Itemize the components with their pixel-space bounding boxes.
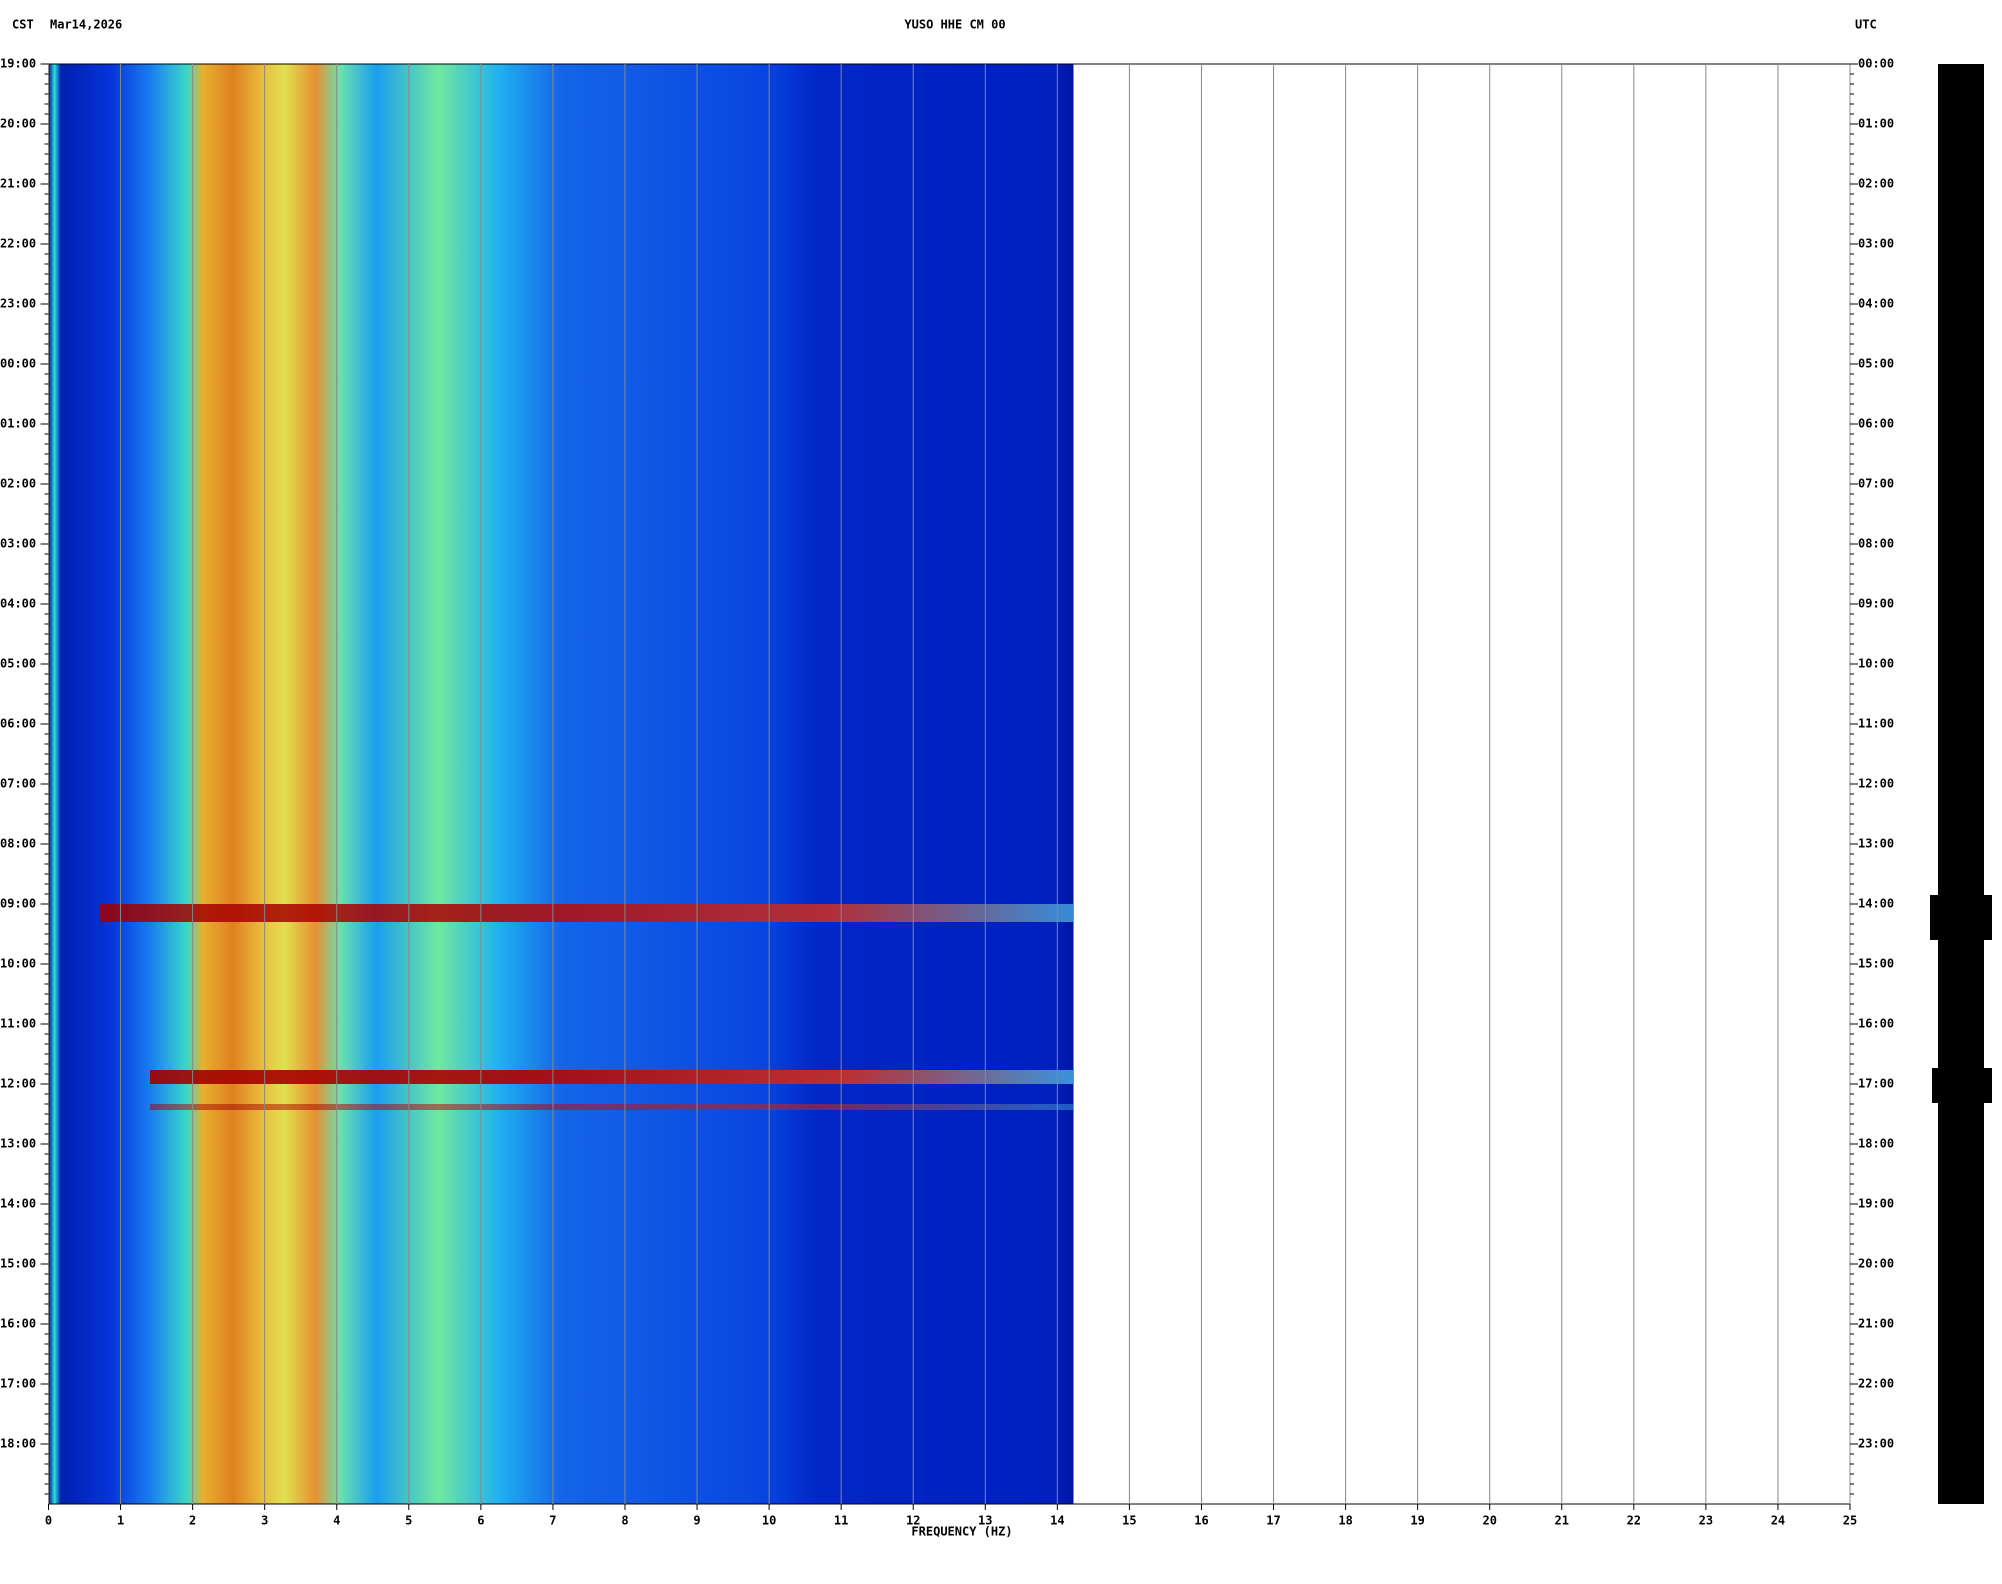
y2-tick-label: 04:00 [1858, 297, 1894, 311]
x-tick-label: 0 [45, 1514, 52, 1528]
y-tick-label: 13:00 [0, 1137, 36, 1151]
x-tick-label: 24 [1771, 1514, 1785, 1528]
y-tick-label: 07:00 [0, 777, 36, 791]
x-tick-label: 2 [189, 1514, 196, 1528]
x-tick-label: 7 [549, 1514, 556, 1528]
y-tick-label: 19:00 [0, 57, 36, 71]
event-band [150, 1070, 1074, 1084]
y2-tick-label: 13:00 [1858, 837, 1894, 851]
y2-tick-label: 17:00 [1858, 1077, 1894, 1091]
waveform [1938, 64, 1984, 1504]
x-axis-label: FREQUENCY (HZ) [911, 1525, 1012, 1539]
y-tick-label: 21:00 [0, 177, 36, 191]
x-tick-label: 10 [762, 1514, 776, 1528]
y2-tick-label: 11:00 [1858, 717, 1894, 731]
x-tick-label: 1 [117, 1514, 124, 1528]
y2-tick-label: 16:00 [1858, 1017, 1894, 1031]
x-tick-label: 20 [1482, 1514, 1496, 1528]
x-tick-label: 13 [978, 1514, 992, 1528]
x-tick-label: 21 [1555, 1514, 1569, 1528]
y2-tick-label: 23:00 [1858, 1437, 1894, 1451]
y-tick-label: 04:00 [0, 597, 36, 611]
y2-tick-label: 15:00 [1858, 957, 1894, 971]
y2-tick-label: 09:00 [1858, 597, 1894, 611]
x-tick-label: 9 [693, 1514, 700, 1528]
y2-tick-label: 14:00 [1858, 897, 1894, 911]
date: Mar14,2026 [50, 18, 122, 32]
y-tick-label: 02:00 [0, 477, 36, 491]
y-tick-label: 11:00 [0, 1017, 36, 1031]
y-tick-label: 03:00 [0, 537, 36, 551]
y-tick-label: 01:00 [0, 417, 36, 431]
x-tick-label: 22 [1627, 1514, 1641, 1528]
y2-tick-label: 19:00 [1858, 1197, 1894, 1211]
x-tick-label: 23 [1699, 1514, 1713, 1528]
x-tick-label: 25 [1843, 1514, 1857, 1528]
y-tick-label: 23:00 [0, 297, 36, 311]
y2-tick-label: 12:00 [1858, 777, 1894, 791]
y2-tick-label: 22:00 [1858, 1377, 1894, 1391]
waveform-burst [1932, 1068, 1992, 1103]
y2-tick-label: 05:00 [1858, 357, 1894, 371]
left-zone: CST [12, 18, 34, 32]
y-tick-label: 00:00 [0, 357, 36, 371]
waveform-burst [1930, 895, 1992, 940]
y2-tick-label: 08:00 [1858, 537, 1894, 551]
y2-tick-label: 03:00 [1858, 237, 1894, 251]
y-tick-label: 17:00 [0, 1377, 36, 1391]
y-tick-label: 20:00 [0, 117, 36, 131]
x-tick-label: 4 [333, 1514, 340, 1528]
y-tick-label: 22:00 [0, 237, 36, 251]
y-tick-label: 10:00 [0, 957, 36, 971]
y2-tick-label: 07:00 [1858, 477, 1894, 491]
x-tick-label: 16 [1194, 1514, 1208, 1528]
x-tick-label: 19 [1410, 1514, 1424, 1528]
y-tick-label: 06:00 [0, 717, 36, 731]
spectrogram-image [48, 64, 1074, 1504]
x-tick-label: 5 [405, 1514, 412, 1528]
x-tick-label: 11 [834, 1514, 848, 1528]
y2-tick-label: 10:00 [1858, 657, 1894, 671]
y-tick-label: 18:00 [0, 1437, 36, 1451]
y2-tick-label: 00:00 [1858, 57, 1894, 71]
y2-tick-label: 06:00 [1858, 417, 1894, 431]
x-tick-label: 12 [906, 1514, 920, 1528]
y-tick-label: 12:00 [0, 1077, 36, 1091]
y-tick-label: 05:00 [0, 657, 36, 671]
y-tick-label: 08:00 [0, 837, 36, 851]
y2-tick-label: 18:00 [1858, 1137, 1894, 1151]
chart-title: YUSO HHE CM 00 [904, 18, 1005, 32]
x-tick-label: 17 [1266, 1514, 1280, 1528]
x-tick-label: 14 [1050, 1514, 1064, 1528]
right-zone: UTC [1855, 18, 1877, 32]
y-tick-label: 15:00 [0, 1257, 36, 1271]
event-band [150, 1104, 1074, 1110]
y-tick-label: 16:00 [0, 1317, 36, 1331]
y2-tick-label: 02:00 [1858, 177, 1894, 191]
x-tick-label: 15 [1122, 1514, 1136, 1528]
y2-tick-label: 21:00 [1858, 1317, 1894, 1331]
y-tick-label: 09:00 [0, 897, 36, 911]
x-tick-label: 18 [1338, 1514, 1352, 1528]
x-tick-label: 3 [261, 1514, 268, 1528]
y2-tick-label: 20:00 [1858, 1257, 1894, 1271]
y2-tick-label: 01:00 [1858, 117, 1894, 131]
event-band [100, 904, 1074, 922]
y-tick-label: 14:00 [0, 1197, 36, 1211]
x-tick-label: 8 [621, 1514, 628, 1528]
x-tick-label: 6 [477, 1514, 484, 1528]
